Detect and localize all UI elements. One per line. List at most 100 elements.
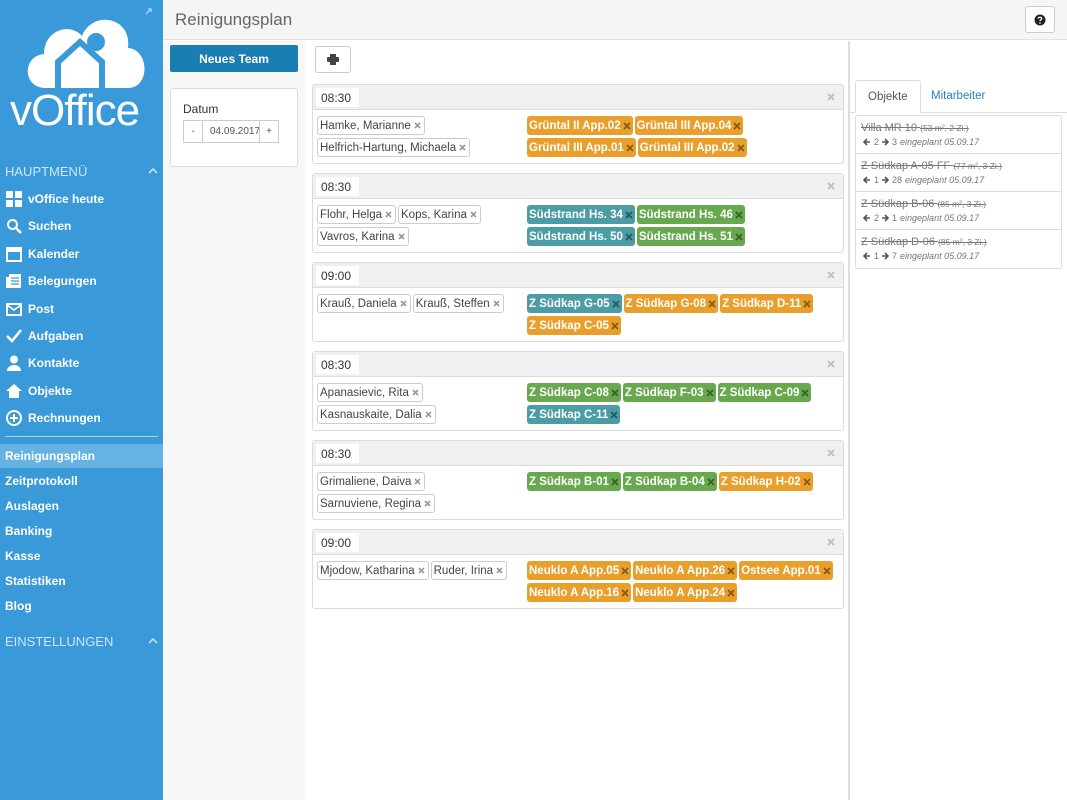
menu-item[interactable]: Kontakte xyxy=(0,351,163,375)
remove-icon[interactable] xyxy=(626,143,634,152)
date-input[interactable]: 04.09.2017 xyxy=(203,120,259,143)
remove-icon[interactable] xyxy=(470,211,477,218)
team-members: Hamke, Marianne Helfrich-Hartung, Michael… xyxy=(317,115,527,159)
member-name: Helfrich-Hartung, Michaela xyxy=(320,141,457,154)
object-item[interactable]: Z Südkap D-06 (85 m², 3 Zi.) 1 7 eingeplant… xyxy=(856,230,1061,268)
remove-icon[interactable] xyxy=(625,232,633,241)
team-time[interactable]: 08:30 xyxy=(316,177,359,196)
object-chip: Grüntal III App.02 xyxy=(637,138,747,157)
remove-icon[interactable] xyxy=(412,389,419,396)
remove-icon[interactable] xyxy=(727,588,735,597)
team-time[interactable]: 09:00 xyxy=(316,533,359,552)
remove-icon[interactable] xyxy=(385,211,392,218)
team-time[interactable]: 08:30 xyxy=(316,88,359,107)
remove-icon[interactable] xyxy=(621,566,629,575)
remove-icon[interactable] xyxy=(496,567,503,574)
new-team-button[interactable]: Neues Team xyxy=(170,45,298,72)
help-button[interactable] xyxy=(1025,6,1055,33)
remove-icon[interactable] xyxy=(621,588,629,597)
remove-icon[interactable] xyxy=(823,566,831,575)
remove-icon[interactable] xyxy=(727,566,735,575)
menu-label: Aufgaben xyxy=(28,329,84,343)
remove-icon[interactable] xyxy=(801,388,809,397)
team-header: 08:30 xyxy=(313,174,843,199)
remove-icon[interactable] xyxy=(707,477,715,486)
object-item[interactable]: Z Südkap A-05 FF (77 m², 3 Zi.) 1 28 eingep… xyxy=(856,154,1061,192)
menu-icon xyxy=(6,329,22,343)
team-members: Grimaliene, Daiva Sarnuviene, Regina xyxy=(317,471,527,515)
remove-icon[interactable] xyxy=(400,300,407,307)
remove-icon[interactable] xyxy=(611,321,619,330)
help-icon xyxy=(1034,14,1046,25)
remove-icon[interactable] xyxy=(611,477,619,486)
remove-team[interactable] xyxy=(827,271,835,279)
remove-icon[interactable] xyxy=(611,388,619,397)
remove-icon[interactable] xyxy=(733,121,741,130)
tab[interactable]: Mitarbeiter xyxy=(931,90,986,102)
menu-item[interactable]: Objekte xyxy=(0,379,163,403)
object-name: Z Südkap C-05 xyxy=(529,319,609,332)
header: Reinigungsplan xyxy=(163,0,1067,40)
submenu-item[interactable]: Banking xyxy=(5,524,53,538)
remove-icon[interactable] xyxy=(623,121,631,130)
remove-icon[interactable] xyxy=(459,144,466,151)
remove-icon[interactable] xyxy=(705,388,714,397)
remove-icon[interactable] xyxy=(398,233,405,240)
member-name: Mjodow, Katharina xyxy=(320,564,415,577)
remove-icon[interactable] xyxy=(803,299,811,308)
object-item[interactable]: Villa MR 10 (53 m², 2 Zi.) 2 3 eingeplant 0… xyxy=(856,116,1061,154)
remove-icon[interactable] xyxy=(735,210,743,219)
main-menu-heading[interactable]: HAUPTMENÜ xyxy=(5,164,160,179)
menu-item[interactable]: vOffice heute xyxy=(0,187,163,211)
remove-icon[interactable] xyxy=(625,210,633,219)
remove-team[interactable] xyxy=(827,360,835,368)
object-item[interactable]: Z Südkap B-06 (85 m², 3 Zi.) 2 1 eingeplant… xyxy=(856,192,1061,230)
remove-icon[interactable] xyxy=(611,299,620,308)
remove-team[interactable] xyxy=(827,538,835,546)
menu-item[interactable]: Post xyxy=(0,297,163,321)
team-time[interactable]: 08:30 xyxy=(316,355,359,374)
submenu-item[interactable]: Auslagen xyxy=(5,499,60,513)
settings-heading[interactable]: EINSTELLUNGEN xyxy=(5,634,160,649)
menu-item[interactable]: Belegungen xyxy=(0,269,163,293)
menu-item[interactable]: Rechnungen xyxy=(0,406,163,430)
menu-item[interactable]: Kalender xyxy=(0,242,163,266)
object-chip: Z Südkap H-02 xyxy=(718,472,813,491)
arrow-right-icon xyxy=(882,214,890,222)
remove-team[interactable] xyxy=(827,93,835,101)
remove-icon[interactable] xyxy=(803,477,811,486)
remove-icon[interactable] xyxy=(610,410,618,419)
date-minus[interactable]: - xyxy=(183,120,203,143)
submenu-item[interactable]: Zeitprotokoll xyxy=(5,474,78,488)
remove-icon[interactable] xyxy=(414,478,421,485)
remove-team[interactable] xyxy=(827,449,835,457)
remove-icon[interactable] xyxy=(418,567,425,574)
team-time[interactable]: 09:00 xyxy=(316,266,359,285)
menu-item[interactable]: Suchen xyxy=(0,214,163,238)
date-plus[interactable]: + xyxy=(259,120,279,143)
remove-icon[interactable] xyxy=(424,500,431,507)
submenu-item[interactable]: Kasse xyxy=(5,549,41,563)
remove-icon[interactable] xyxy=(425,411,432,418)
print-button[interactable] xyxy=(315,46,351,73)
team-time[interactable]: 08:30 xyxy=(316,444,359,463)
remove-icon[interactable] xyxy=(493,300,500,307)
submenu-item[interactable]: Reinigungsplan xyxy=(0,444,163,468)
object-name: Grüntal III App.01 xyxy=(529,141,624,154)
remove-icon[interactable] xyxy=(735,232,743,241)
tab[interactable]: Objekte xyxy=(855,80,921,113)
menu-item[interactable]: Aufgaben xyxy=(0,324,163,348)
remove-icon[interactable] xyxy=(736,143,745,152)
remove-icon[interactable] xyxy=(708,299,716,308)
remove-team[interactable] xyxy=(827,182,835,190)
remove-icon[interactable] xyxy=(414,122,421,129)
team-members: Mjodow, Katharina Ruder, Irina xyxy=(317,560,527,604)
submenu-item[interactable]: Statistiken xyxy=(5,574,66,588)
submenu-item[interactable]: Blog xyxy=(5,599,32,613)
team-card: 08:30 Apanasievic, Rita Kasnauskaite, Dali… xyxy=(312,351,844,431)
planned-note: eingeplant 05.09.17 xyxy=(900,251,980,261)
object-name: Z Südkap C-11 xyxy=(529,408,609,421)
team-objects: Südstrand Hs. 34 Südstrand Hs. 46 Südstran… xyxy=(527,204,839,248)
object-name: Z Südkap C-08 xyxy=(529,386,609,399)
object-chip: Neuklo A App.05 xyxy=(527,561,632,580)
